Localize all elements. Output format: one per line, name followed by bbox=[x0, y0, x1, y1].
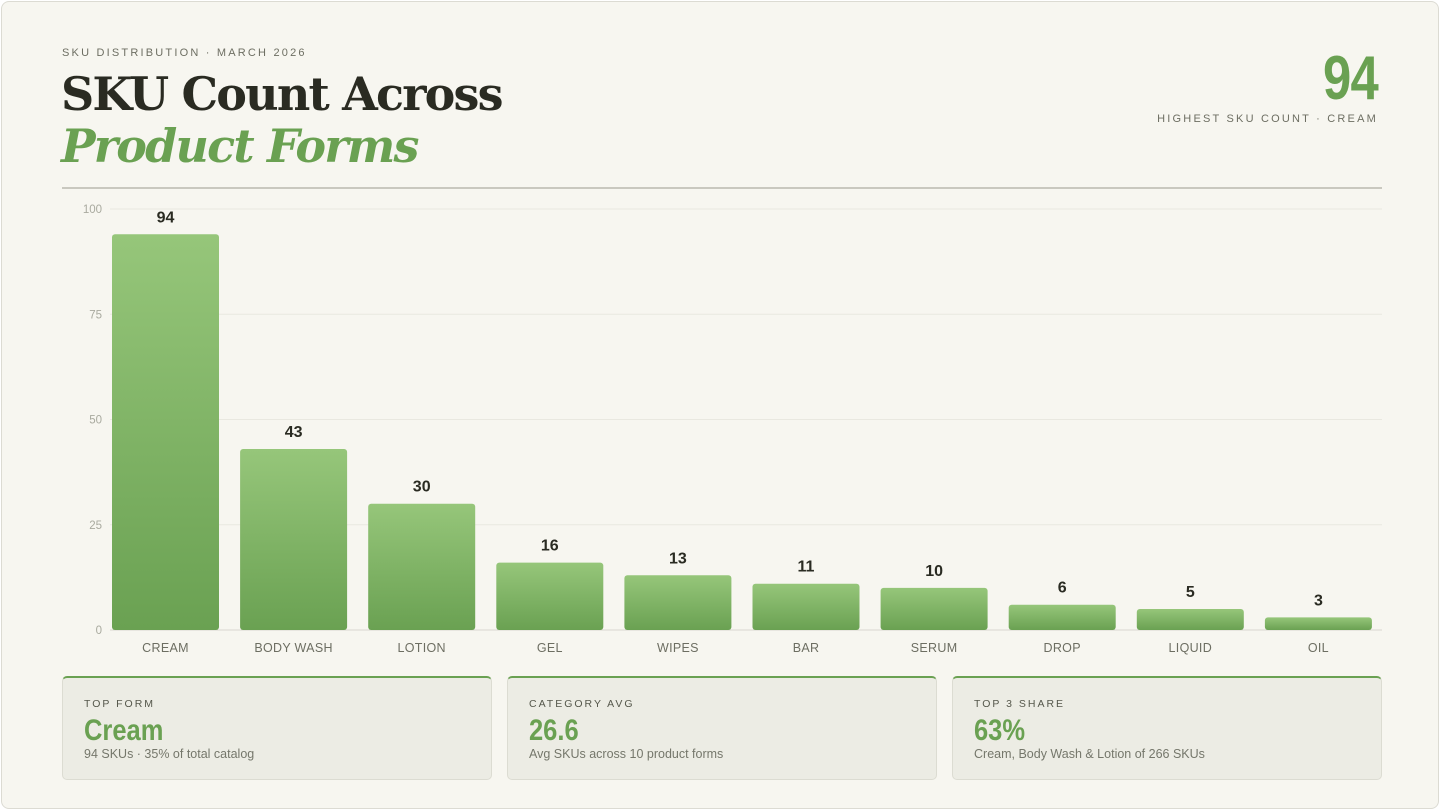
bar-lotion bbox=[368, 503, 476, 630]
x-tick-label: DROP bbox=[1044, 641, 1081, 655]
bar-value-label: 16 bbox=[541, 538, 559, 555]
bar-value-label: 6 bbox=[1058, 580, 1067, 597]
y-tick-label: 0 bbox=[96, 625, 102, 637]
card-top3-share: TOP 3 SHARE 63% Cream, Body Wash & Lotio… bbox=[952, 676, 1382, 780]
bar-drop bbox=[1008, 604, 1116, 630]
card-value: Cream bbox=[84, 714, 164, 747]
x-tick-label: LOTION bbox=[398, 641, 446, 655]
bar-value-label: 10 bbox=[925, 563, 943, 580]
bar-value-label: 3 bbox=[1314, 592, 1323, 609]
bar-bar bbox=[752, 583, 860, 630]
page-subtitle: Product Forms bbox=[61, 119, 419, 173]
card-value: 63% bbox=[974, 714, 1026, 747]
bar-value-label: 13 bbox=[669, 550, 687, 567]
bar-cream bbox=[112, 234, 219, 630]
eyebrow-label: SKU DISTRIBUTION · MARCH 2026 bbox=[62, 47, 307, 59]
card-subtext: Avg SKUs across 10 product forms bbox=[529, 747, 724, 761]
card-subtext: 94 SKUs · 35% of total catalog bbox=[84, 747, 255, 761]
bar-wipes bbox=[624, 575, 732, 630]
bar-body-wash bbox=[240, 448, 348, 630]
bar-serum bbox=[880, 587, 988, 630]
x-tick-label: BAR bbox=[793, 641, 820, 655]
bar-gel bbox=[496, 562, 604, 630]
bar-liquid bbox=[1136, 608, 1244, 630]
header-divider bbox=[62, 187, 1382, 189]
x-tick-label: WIPES bbox=[657, 641, 699, 655]
card-label: TOP FORM bbox=[84, 698, 156, 710]
x-tick-label: SERUM bbox=[911, 641, 958, 655]
x-tick-label: GEL bbox=[537, 641, 563, 655]
bar-value-label: 5 bbox=[1186, 584, 1195, 601]
bar-value-label: 43 bbox=[285, 424, 303, 441]
bar-value-label: 11 bbox=[798, 559, 815, 576]
y-tick-label: 100 bbox=[83, 204, 102, 216]
x-tick-label: BODY WASH bbox=[254, 641, 332, 655]
card-top-form: TOP FORM Cream 94 SKUs · 35% of total ca… bbox=[62, 676, 492, 780]
card-label: CATEGORY AVG bbox=[529, 698, 635, 710]
card-label: TOP 3 SHARE bbox=[974, 698, 1066, 710]
y-tick-label: 50 bbox=[89, 415, 102, 427]
page-title: SKU Count Across bbox=[61, 67, 504, 121]
bar-oil bbox=[1264, 617, 1372, 630]
x-tick-label: OIL bbox=[1308, 641, 1329, 655]
card-category-avg: CATEGORY AVG 26.6 Avg SKUs across 10 pro… bbox=[507, 676, 937, 780]
x-tick-label: CREAM bbox=[142, 641, 189, 655]
bar-value-label: 94 bbox=[157, 209, 175, 226]
kpi-value: 94 bbox=[1323, 44, 1379, 113]
card-value: 26.6 bbox=[529, 714, 579, 747]
summary-cards: TOP FORM Cream 94 SKUs · 35% of total ca… bbox=[62, 676, 1382, 780]
card-subtext: Cream, Body Wash & Lotion of 266 SKUs bbox=[974, 747, 1205, 761]
kpi-label: HIGHEST SKU COUNT · CREAM bbox=[1157, 113, 1378, 125]
y-tick-label: 25 bbox=[89, 520, 102, 532]
x-tick-label: LIQUID bbox=[1169, 641, 1212, 655]
bar-chart: 0 25 50 75 100 94 CREAM 43 BODY WASH 30 LOTION 16 GE… bbox=[83, 204, 1382, 655]
bar-value-label: 30 bbox=[413, 479, 431, 496]
y-tick-label: 75 bbox=[89, 309, 102, 321]
